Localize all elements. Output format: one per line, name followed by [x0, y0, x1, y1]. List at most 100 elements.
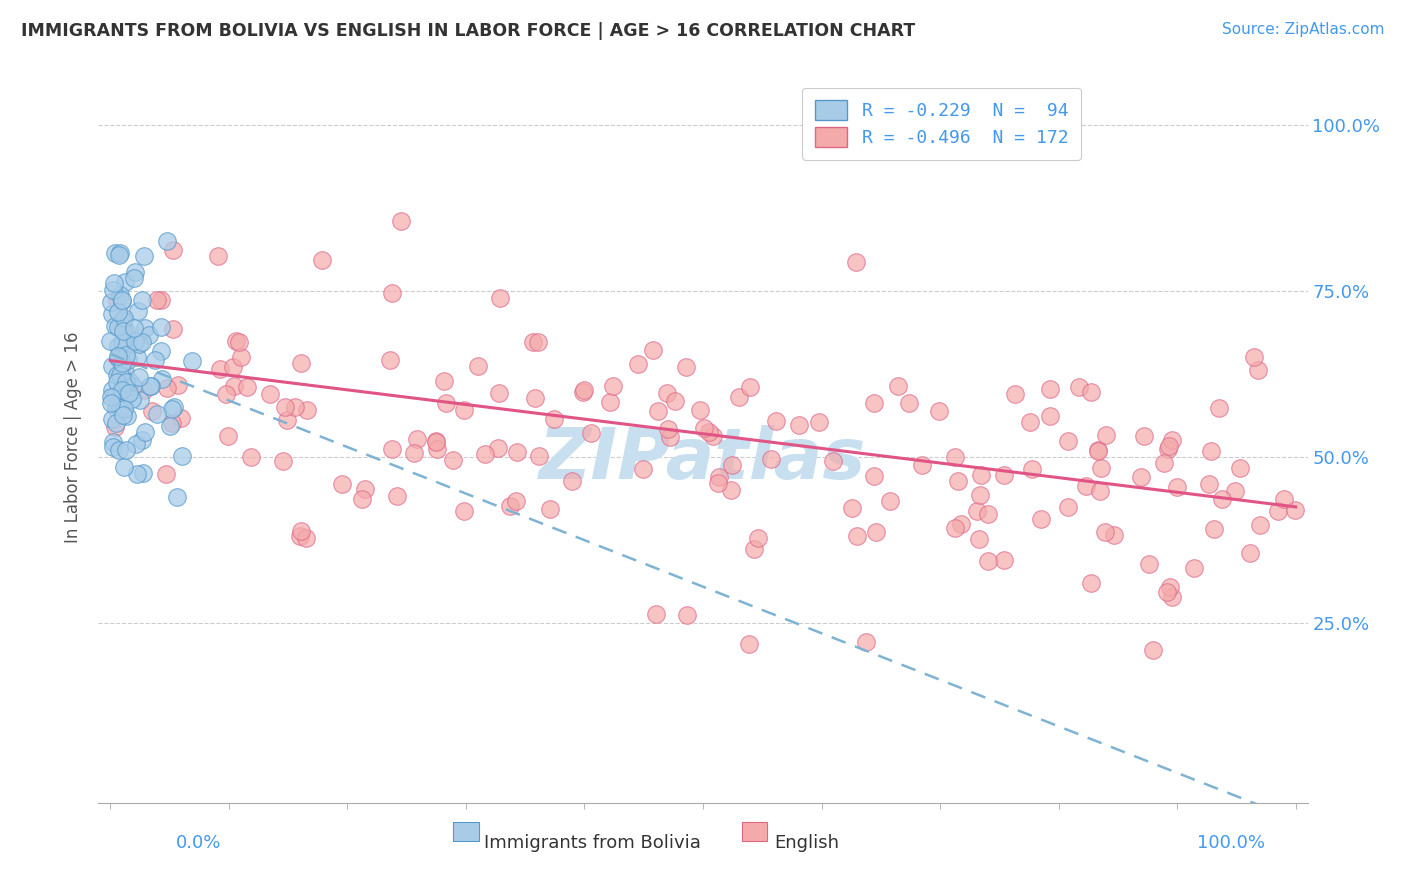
Point: [112, 401, 135, 416]
Point: [425, 434, 447, 448]
Point: [112, 324, 135, 338]
Point: [105, 376, 128, 390]
Point: [163, 401, 186, 415]
Point: [150, 343, 173, 358]
Point: [845, 529, 868, 543]
Point: [134, 320, 156, 334]
Point: [675, 359, 697, 374]
Point: [1067, 380, 1090, 394]
Point: [225, 334, 247, 349]
Point: [572, 383, 595, 397]
Point: [626, 357, 648, 371]
Y-axis label: In Labor Force | Age > 16: In Labor Force | Age > 16: [65, 331, 83, 543]
Point: [1243, 350, 1265, 364]
Point: [1160, 433, 1182, 447]
Point: [434, 396, 457, 410]
Point: [1039, 382, 1062, 396]
Point: [1247, 363, 1270, 377]
Point: [125, 467, 148, 481]
Point: [561, 474, 583, 488]
Point: [208, 362, 231, 376]
Point: [527, 450, 550, 464]
Point: [1182, 561, 1205, 575]
Point: [155, 467, 177, 481]
Point: [124, 265, 146, 279]
Point: [170, 450, 193, 464]
Point: [1087, 442, 1109, 457]
Point: [1021, 462, 1043, 476]
Point: [350, 492, 373, 507]
Point: [104, 417, 127, 431]
Point: [128, 370, 150, 384]
Point: [821, 454, 844, 468]
Point: [145, 293, 167, 308]
Point: [215, 387, 238, 401]
Point: [426, 442, 449, 456]
Point: [943, 450, 966, 464]
Point: [1284, 503, 1306, 517]
Point: [425, 435, 447, 450]
Point: [865, 525, 887, 540]
Point: [949, 517, 972, 532]
Point: [707, 476, 730, 491]
Point: [101, 359, 124, 374]
Point: [114, 380, 136, 394]
Text: 0.0%: 0.0%: [176, 834, 221, 852]
Point: [124, 334, 146, 349]
Point: [114, 310, 136, 325]
Point: [738, 380, 761, 394]
Point: [111, 356, 134, 370]
Point: [115, 348, 138, 362]
Point: [787, 417, 810, 432]
Point: [107, 320, 129, 334]
Point: [499, 499, 522, 513]
Point: [738, 637, 761, 651]
Point: [572, 385, 595, 400]
Point: [132, 383, 155, 397]
Point: [1166, 480, 1188, 494]
Point: [727, 390, 749, 404]
Point: [107, 339, 129, 353]
Point: [104, 246, 127, 260]
Point: [103, 277, 125, 291]
Point: [105, 293, 128, 307]
Text: 100.0%: 100.0%: [1198, 834, 1265, 852]
Point: [1267, 504, 1289, 518]
Point: [402, 446, 425, 460]
Point: [104, 420, 127, 434]
Point: [156, 234, 179, 248]
Point: [1004, 387, 1026, 401]
Point: [112, 459, 135, 474]
Point: [111, 293, 134, 308]
Point: [1157, 442, 1180, 456]
Point: [911, 458, 934, 473]
Point: [1133, 429, 1156, 443]
Point: [966, 504, 988, 518]
Point: [474, 447, 496, 461]
Point: [1272, 491, 1295, 506]
Point: [385, 489, 408, 503]
Point: [1157, 439, 1180, 453]
Point: [259, 386, 281, 401]
Point: [862, 396, 884, 410]
Point: [236, 379, 259, 393]
Point: [122, 270, 145, 285]
Point: [170, 411, 193, 425]
Point: [993, 553, 1015, 567]
Point: [1208, 401, 1230, 416]
Point: [104, 401, 127, 415]
Point: [228, 334, 250, 349]
Point: [645, 607, 668, 621]
Point: [1137, 557, 1160, 571]
Point: [295, 402, 318, 417]
Point: [112, 314, 135, 328]
Point: [707, 469, 730, 483]
Point: [1161, 591, 1184, 605]
Point: [162, 322, 184, 336]
Point: [110, 368, 132, 383]
Point: [1159, 580, 1181, 594]
Point: [139, 379, 162, 393]
Point: [969, 487, 991, 501]
Point: [111, 293, 134, 307]
Point: [1039, 409, 1062, 423]
